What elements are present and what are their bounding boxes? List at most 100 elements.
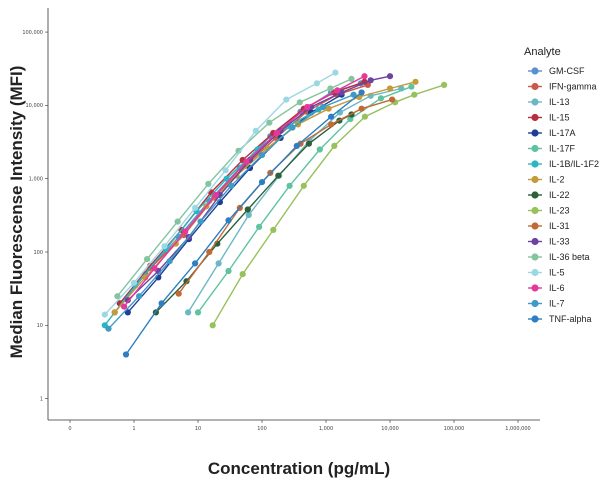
legend-label: IL-33: [549, 237, 570, 247]
series-il-36-beta: [114, 75, 355, 300]
data-point-il-17f: [316, 146, 323, 153]
x-tick-label: 1,000,000: [505, 426, 530, 432]
data-point-il-2: [111, 309, 118, 316]
data-point-il-17f: [256, 223, 263, 230]
legend-item-il-5: IL-5: [528, 268, 565, 278]
data-point-il-31: [328, 121, 335, 128]
legend-label: IFN-gamma: [549, 82, 597, 92]
data-point-il-17f: [286, 182, 293, 189]
data-point-il-36-beta: [327, 85, 334, 92]
data-point-il-6: [334, 87, 341, 94]
x-axis-title: Concentration (pg/mL): [208, 459, 390, 478]
data-point-il-36-beta: [296, 99, 303, 106]
legend-item-ifn-gamma: IFN-gamma: [528, 82, 597, 92]
data-point-il-7: [166, 258, 173, 265]
data-point-il-22: [244, 206, 251, 213]
data-point-il-7: [105, 325, 112, 332]
data-point-il-36-beta: [266, 119, 273, 126]
data-point-il-22: [183, 278, 190, 285]
data-point-il-22: [305, 140, 312, 147]
legend-label: IL-15: [549, 113, 570, 123]
data-point-il-7: [350, 91, 357, 98]
x-tick-label: 100,000: [444, 426, 465, 432]
data-point-il-5: [161, 243, 168, 250]
series-line-il-33: [127, 75, 391, 301]
y-tick-label: 100,000: [22, 30, 43, 36]
data-point-il-36-beta: [144, 256, 151, 263]
data-point-il-31: [389, 96, 396, 103]
legend-item-il-36-beta: IL-36 beta: [528, 252, 590, 262]
data-point-il-5: [101, 311, 108, 318]
data-point-il-5: [130, 279, 138, 286]
y-tick-label: 1,000: [29, 176, 43, 182]
data-point-il-5: [283, 96, 290, 103]
legend-swatch: [531, 160, 539, 168]
legend-swatch: [531, 129, 539, 137]
data-point-il-17f: [225, 267, 232, 275]
data-point-il-7: [228, 182, 235, 189]
legend-label: TNF-alpha: [549, 314, 592, 324]
y-axis-title: Median Fluorescense Intensity (MFI): [7, 66, 26, 359]
y-ticks: 1 10 100 1,000 10,000 100,000: [22, 30, 48, 402]
legend-label: IL-22: [549, 190, 570, 200]
data-point-tnf-alpha: [158, 300, 165, 307]
data-point-il-17f: [194, 309, 202, 316]
data-point-il-5: [332, 69, 339, 76]
data-point-il-31: [206, 248, 213, 256]
x-ticks: 0 1 10 100 1,000 10,000 100,000 1,000,000: [68, 420, 531, 432]
legend-item-il-23: IL-23: [528, 206, 570, 216]
legend-title: Analyte: [524, 46, 561, 58]
legend-label: GM-CSF: [549, 66, 585, 76]
data-point-il-7: [258, 152, 266, 159]
series-line-tnf-alpha: [125, 91, 363, 355]
legend-item-il-1b-il-1f2: IL-1B/IL-1F2: [528, 159, 599, 169]
legend-label: IL-1B/IL-1F2: [549, 159, 599, 169]
data-point-il-36-beta: [114, 293, 121, 300]
data-point-tnf-alpha: [258, 179, 266, 186]
legend-item-il-6: IL-6: [528, 283, 565, 293]
data-point-il-23: [270, 226, 277, 233]
x-tick-label: 100: [257, 426, 267, 432]
data-point-il-7: [136, 293, 143, 300]
legend-label: IL-23: [549, 206, 570, 216]
series-il-7: [105, 91, 357, 332]
data-point-il-36-beta: [205, 180, 212, 187]
legend-swatch: [531, 268, 539, 277]
legend-item-il-22: IL-22: [528, 190, 570, 200]
legend: Analyte GM-CSF IFN-gamma IL-13 IL-15 IL-17A I…: [524, 46, 599, 324]
y-tick-label: 10: [37, 323, 43, 329]
data-point-il-5: [252, 127, 259, 134]
data-point-il-31: [358, 105, 365, 112]
legend-swatch: [531, 175, 539, 184]
data-point-il-36-beta: [174, 218, 181, 225]
data-point-il-6: [361, 73, 368, 80]
legend-item-il-31: IL-31: [528, 221, 570, 231]
y-tick-label: 10,000: [26, 103, 44, 109]
data-point-il-2: [325, 105, 332, 112]
data-point-il-6: [243, 158, 250, 165]
data-point-il-2: [386, 85, 394, 92]
legend-label: IL-13: [549, 97, 570, 107]
data-point-il-33: [367, 77, 374, 84]
data-point-il-2: [412, 78, 419, 85]
legend-swatch: [531, 191, 539, 199]
legend-item-gm-csf: GM-CSF: [528, 66, 585, 76]
data-point-il-13: [215, 260, 222, 267]
x-tick-label: 1: [132, 426, 135, 432]
data-point-il-5: [313, 80, 320, 87]
legend-label: IL-5: [549, 268, 565, 278]
x-tick-label: 10: [195, 426, 201, 432]
series-il-5: [101, 69, 339, 318]
data-point-il-17f: [377, 95, 384, 102]
legend-swatch: [531, 113, 539, 122]
legend-swatch: [531, 98, 539, 106]
data-point-il-23: [239, 271, 246, 278]
data-point-tnf-alpha: [293, 142, 300, 149]
data-point-il-6: [182, 228, 189, 235]
legend-label: IL-2: [549, 175, 565, 185]
legend-swatch: [531, 67, 539, 75]
data-point-il-6: [212, 191, 219, 199]
data-point-tnf-alpha: [328, 113, 335, 120]
series-il-17a: [124, 91, 345, 316]
